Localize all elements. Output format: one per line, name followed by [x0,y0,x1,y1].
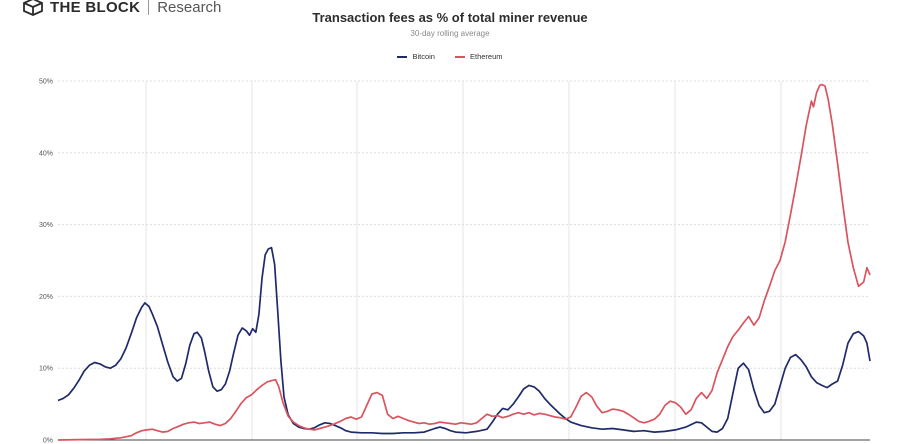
series-line-ethereum [57,83,871,441]
legend-item-bitcoin[interactable]: Bitcoin [397,52,435,61]
chart-title: Transaction fees as % of total miner rev… [312,10,588,25]
y-tick-label: 20% [39,294,53,301]
legend-swatch-bitcoin [397,55,408,58]
legend-label-ethereum: Ethereum [469,52,503,61]
block-cube-icon [23,0,43,16]
series-line-bitcoin [57,246,871,435]
chart-legend: Bitcoin Ethereum [0,52,900,61]
legend-swatch-ethereum [454,55,465,58]
legend-item-ethereum[interactable]: Ethereum [454,52,503,61]
y-tick-label: 10% [39,366,53,373]
brand-divider [148,0,150,15]
brand-header: THE BLOCK Research [22,0,221,18]
brand-name: THE BLOCK [50,0,141,16]
chart-subtitle: 30-day rolling average [410,29,490,38]
brand-subtitle: Research [157,0,222,16]
y-tick-label: 40% [39,150,53,157]
y-tick-label: 50% [39,79,53,86]
y-tick-label: 30% [39,222,53,229]
legend-label-bitcoin: Bitcoin [412,52,435,61]
y-tick-label: 0% [43,438,53,444]
